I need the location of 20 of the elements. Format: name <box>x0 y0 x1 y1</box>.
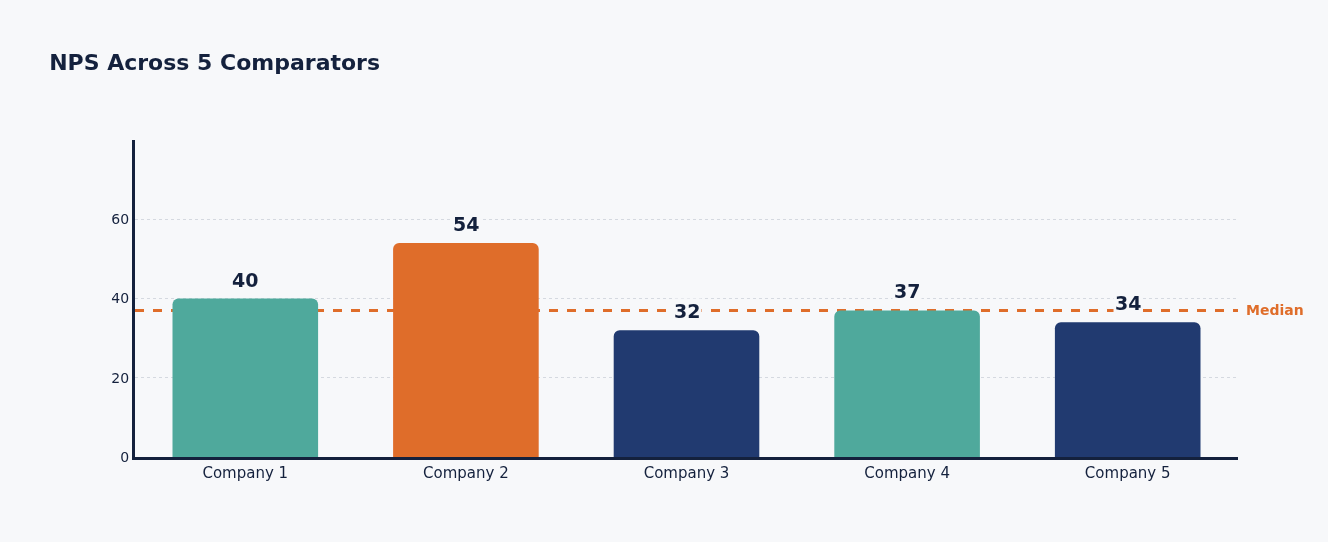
data-label: 37 <box>894 280 921 302</box>
data-label: 32 <box>674 300 701 322</box>
bar <box>834 310 980 457</box>
ref-line-label: Median <box>1246 302 1304 318</box>
x-tick-label: Company 3 <box>643 464 730 482</box>
x-tick-label: Company 4 <box>864 464 950 482</box>
x-tick-label: Company 2 <box>423 464 509 482</box>
bar <box>1054 322 1201 457</box>
y-tick-label: 60 <box>111 211 130 228</box>
y-tick-label: 40 <box>111 290 130 307</box>
x-tick-label: Company 1 <box>202 464 289 482</box>
bar <box>172 298 319 457</box>
data-label: 34 <box>1115 292 1142 314</box>
y-tick-label: 20 <box>111 369 130 386</box>
data-label: 40 <box>232 269 259 291</box>
chart-title: NPS Across 5 Comparators <box>49 49 381 75</box>
x-tick-label: Company 5 <box>1084 464 1171 482</box>
data-label: 54 <box>453 213 480 235</box>
bar <box>613 330 760 457</box>
y-tick-label: 0 <box>120 448 130 465</box>
